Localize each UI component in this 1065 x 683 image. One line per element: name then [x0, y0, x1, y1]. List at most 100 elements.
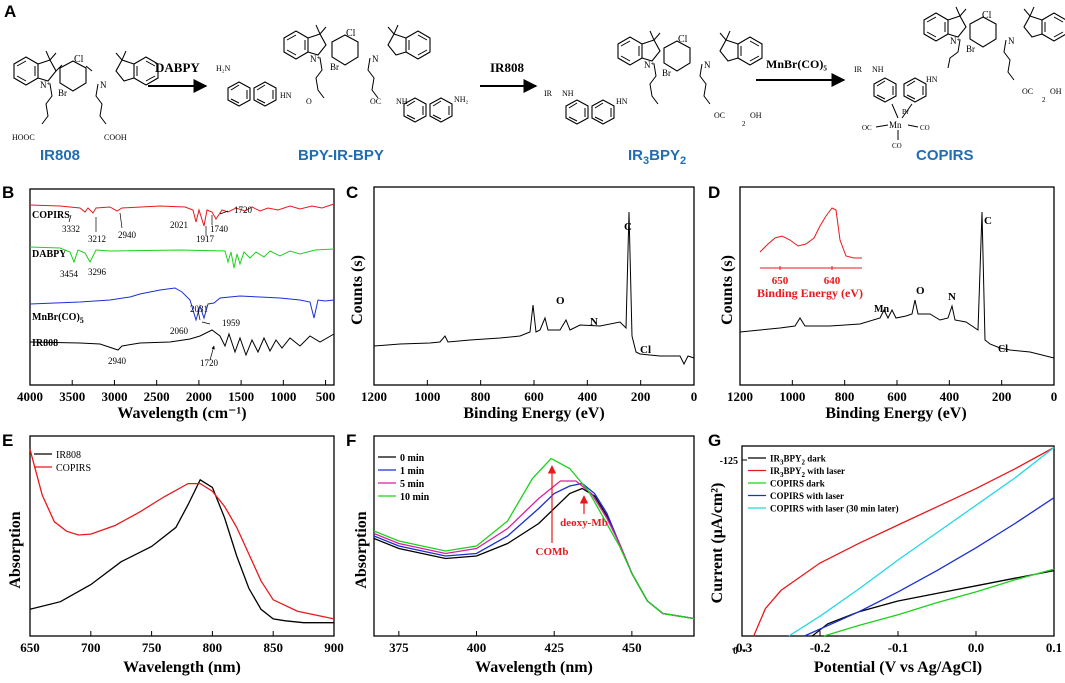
panel-f: F 375 400 425 450 Wavelength (nm) Absorptio…	[346, 431, 695, 676]
legend-1min: 1 min	[400, 466, 425, 477]
x-tick-label: 400	[578, 389, 598, 404]
panel-g: G -0.3 -0.2 -0.1 0.0 0.1 -125 0 Potential (V v…	[708, 431, 1062, 676]
x-tick-label: 0	[1051, 389, 1058, 404]
x-tick-label: 750	[142, 640, 162, 655]
legend-label: COPIRS with laser (30 min later)	[770, 504, 899, 514]
x-tick-label: 1000	[414, 389, 440, 404]
series-label-ir808: IR808	[32, 338, 58, 349]
x-axis-label: Wavelength (cm⁻¹)	[117, 405, 246, 422]
x-axis: 650 700 750 800 850 900	[20, 631, 344, 655]
series-lines	[373, 457, 695, 620]
legend-copirs: COPIRS	[56, 463, 91, 474]
x-tick-label: 1000	[779, 389, 805, 404]
legend: IR808 COPIRS	[34, 450, 91, 474]
x-tick-label: 400	[467, 640, 487, 655]
panel-label-c: C	[346, 183, 358, 202]
svg-text:3332: 3332	[62, 224, 80, 234]
panel-c: C 1200 1000 800 600 400 200 0 Binding Energy (…	[346, 183, 697, 422]
x-tick-label: 700	[81, 640, 101, 655]
annotation-arrows	[68, 210, 229, 361]
annotation-cl: Cl	[998, 344, 1008, 355]
x-axis-label: Wavelength (nm)	[123, 659, 241, 676]
atom-label: OH	[1050, 87, 1062, 96]
annotation-n: N	[948, 291, 956, 303]
compound-label-ir808: IR808	[40, 147, 80, 164]
svg-text:3296: 3296	[88, 267, 107, 277]
series-ir808-line	[29, 329, 335, 357]
x-tick-label: 600	[524, 389, 544, 404]
inset-line	[759, 207, 862, 259]
panel-b: B 4000 3500 3000 2500 2000 1500 1000 500 Wavele…	[2, 183, 335, 422]
x-axis-label: Binding Energy (eV)	[825, 405, 966, 422]
atom-label: Br	[966, 44, 975, 54]
series-lines	[753, 446, 1055, 637]
atom-label: N⁺	[310, 54, 321, 64]
x-axis: 4000 3500 3000 2500 2000 1500 1000 500	[17, 380, 335, 404]
svg-text:1720: 1720	[200, 358, 219, 368]
atom-label: N	[1008, 36, 1015, 46]
panel-label-f: F	[346, 431, 356, 450]
x-tick-label: 800	[203, 640, 223, 655]
atom-label: OC	[1022, 87, 1033, 96]
legend: 0 min 1 min 5 min 10 min	[378, 453, 430, 503]
atom-label: OC	[862, 124, 872, 132]
annotation-mn: Mn	[874, 304, 889, 315]
x-axis-label: Binding Energy (eV)	[463, 405, 604, 422]
panel-d: D 1200 1000 800 600 400 200 0 Binding Energy (…	[708, 183, 1057, 422]
atom-label: Mn	[889, 120, 902, 130]
atom-label: O	[306, 97, 312, 106]
x-tick-label: 425	[544, 640, 564, 655]
x-tick-label: 3000	[101, 389, 127, 404]
inset-tick: 650	[772, 275, 789, 287]
svg-text:1720: 1720	[234, 205, 253, 215]
molecule-ir808: Cl Br N⁺ N HOOC COOH	[12, 50, 159, 142]
x-tick-label: -0.1	[888, 640, 909, 655]
atom-label: N⁺	[950, 36, 961, 46]
peak-annotations: 3332 3212 2940 2021 1917 1740 1720 3454 …	[60, 205, 253, 368]
x-tick-label: 400	[940, 389, 960, 404]
atom-label: Br	[330, 62, 339, 72]
atom-label: NH₂	[454, 95, 469, 104]
annotation-deoxy-mb: deoxy-Mb	[560, 517, 608, 529]
svg-text:2060: 2060	[170, 326, 189, 336]
svg-text:1740: 1740	[210, 224, 229, 234]
series-line-copirs	[29, 449, 335, 620]
atom-label: HN	[280, 91, 292, 100]
series-label-mnbrco5: MnBr(CO)5	[32, 312, 84, 325]
panel-label-b: B	[2, 183, 14, 202]
atom-label: NH	[872, 65, 884, 74]
compound-label-ir3bpy2: IR3BPY2	[628, 147, 686, 167]
inset-x-label: Binding Energy (eV)	[757, 286, 863, 300]
x-tick-label: 0	[691, 389, 698, 404]
atom-label: NH	[562, 89, 574, 98]
annotation-cl: Cl	[640, 344, 651, 356]
x-tick-label: -0.2	[810, 640, 831, 655]
atom-label: H₂N	[216, 64, 231, 73]
atom-label: N	[372, 54, 379, 64]
x-tick-label: 200	[992, 389, 1012, 404]
inset: 650 640 Binding Energy (eV)	[757, 207, 863, 300]
plot-frame	[29, 435, 335, 637]
atom-label: Cl	[678, 34, 688, 45]
x-tick-label: 2000	[186, 389, 212, 404]
legend-label: IR3BPY2 dark	[770, 454, 826, 467]
svg-text:3212: 3212	[88, 234, 106, 244]
legend-label: COPIRS dark	[770, 479, 825, 489]
legend-5min: 5 min	[400, 479, 425, 490]
atom-label: 2	[742, 120, 746, 128]
x-tick-label: 1500	[228, 389, 254, 404]
molecule-bpy-ir-bpy: Cl Br N⁺ N HN O OC NH	[280, 24, 431, 106]
series-copirs-line	[29, 203, 335, 227]
reagent-dabpy: DABPY	[155, 60, 200, 75]
annotation-comb: COMb	[536, 546, 569, 558]
x-tick-label: 600	[887, 389, 907, 404]
reagent-ir808: IR808	[490, 60, 524, 75]
series-dabpy-line	[29, 246, 335, 269]
compound-label-bpy-ir-bpy: BPY-IR-BPY	[298, 147, 384, 164]
x-tick-label: 650	[20, 640, 40, 655]
series-label-copirs: COPIRS	[32, 210, 70, 221]
atom-label: CO	[920, 124, 930, 132]
panel-label-e: E	[2, 431, 13, 450]
